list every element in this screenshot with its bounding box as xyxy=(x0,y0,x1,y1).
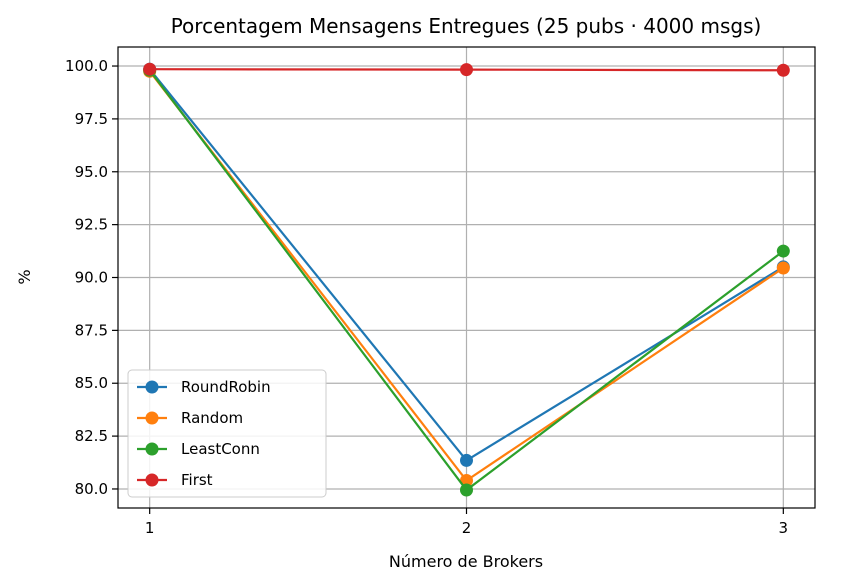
data-point xyxy=(460,453,473,467)
data-point xyxy=(776,244,790,258)
legend-box xyxy=(127,369,327,498)
legend-marker xyxy=(145,442,159,456)
y-tick-label: 87.5 xyxy=(75,321,108,339)
axis-ticks: 1 2 3 80.0 82.5 85.0 87.5 90.0 92.5 95.0 97.5 100.0 xyxy=(65,57,788,537)
data-point xyxy=(460,474,473,488)
x-tick-label: 2 xyxy=(462,519,472,537)
legend-label: First xyxy=(181,471,213,489)
data-point xyxy=(776,261,790,275)
legend-item: LeastConn xyxy=(137,440,260,458)
data-point xyxy=(460,483,473,497)
y-tick-label: 82.5 xyxy=(75,427,108,445)
series-layer xyxy=(143,62,790,497)
legend-marker xyxy=(145,380,159,394)
x-axis-label: Número de Brokers xyxy=(389,552,543,571)
data-point xyxy=(776,63,790,77)
series-first xyxy=(143,62,790,77)
legend-marker xyxy=(145,473,159,487)
legend-marker xyxy=(145,411,159,425)
y-tick-label: 80.0 xyxy=(75,480,108,498)
x-tick-label: 3 xyxy=(779,519,789,537)
legend-item: Random xyxy=(137,409,243,427)
data-point xyxy=(460,63,473,77)
legend-item: RoundRobin xyxy=(137,378,271,396)
y-tick-label: 100.0 xyxy=(65,57,108,75)
y-axis-label: % xyxy=(15,269,34,284)
x-tick-label: 1 xyxy=(145,519,155,537)
y-tick-label: 92.5 xyxy=(75,216,108,234)
y-tick-label: 90.0 xyxy=(75,269,108,287)
y-tick-label: 85.0 xyxy=(75,374,108,392)
legend: RoundRobin Random LeastConn First xyxy=(127,369,327,498)
legend-label: RoundRobin xyxy=(181,378,271,396)
legend-item: First xyxy=(137,471,213,489)
legend-label: LeastConn xyxy=(181,440,260,458)
y-tick-label: 97.5 xyxy=(75,110,108,128)
data-point xyxy=(143,62,157,76)
chart-title: Porcentagem Mensagens Entregues (25 pubs… xyxy=(171,14,762,38)
legend-label: Random xyxy=(181,409,243,427)
y-tick-label: 95.0 xyxy=(75,163,108,181)
